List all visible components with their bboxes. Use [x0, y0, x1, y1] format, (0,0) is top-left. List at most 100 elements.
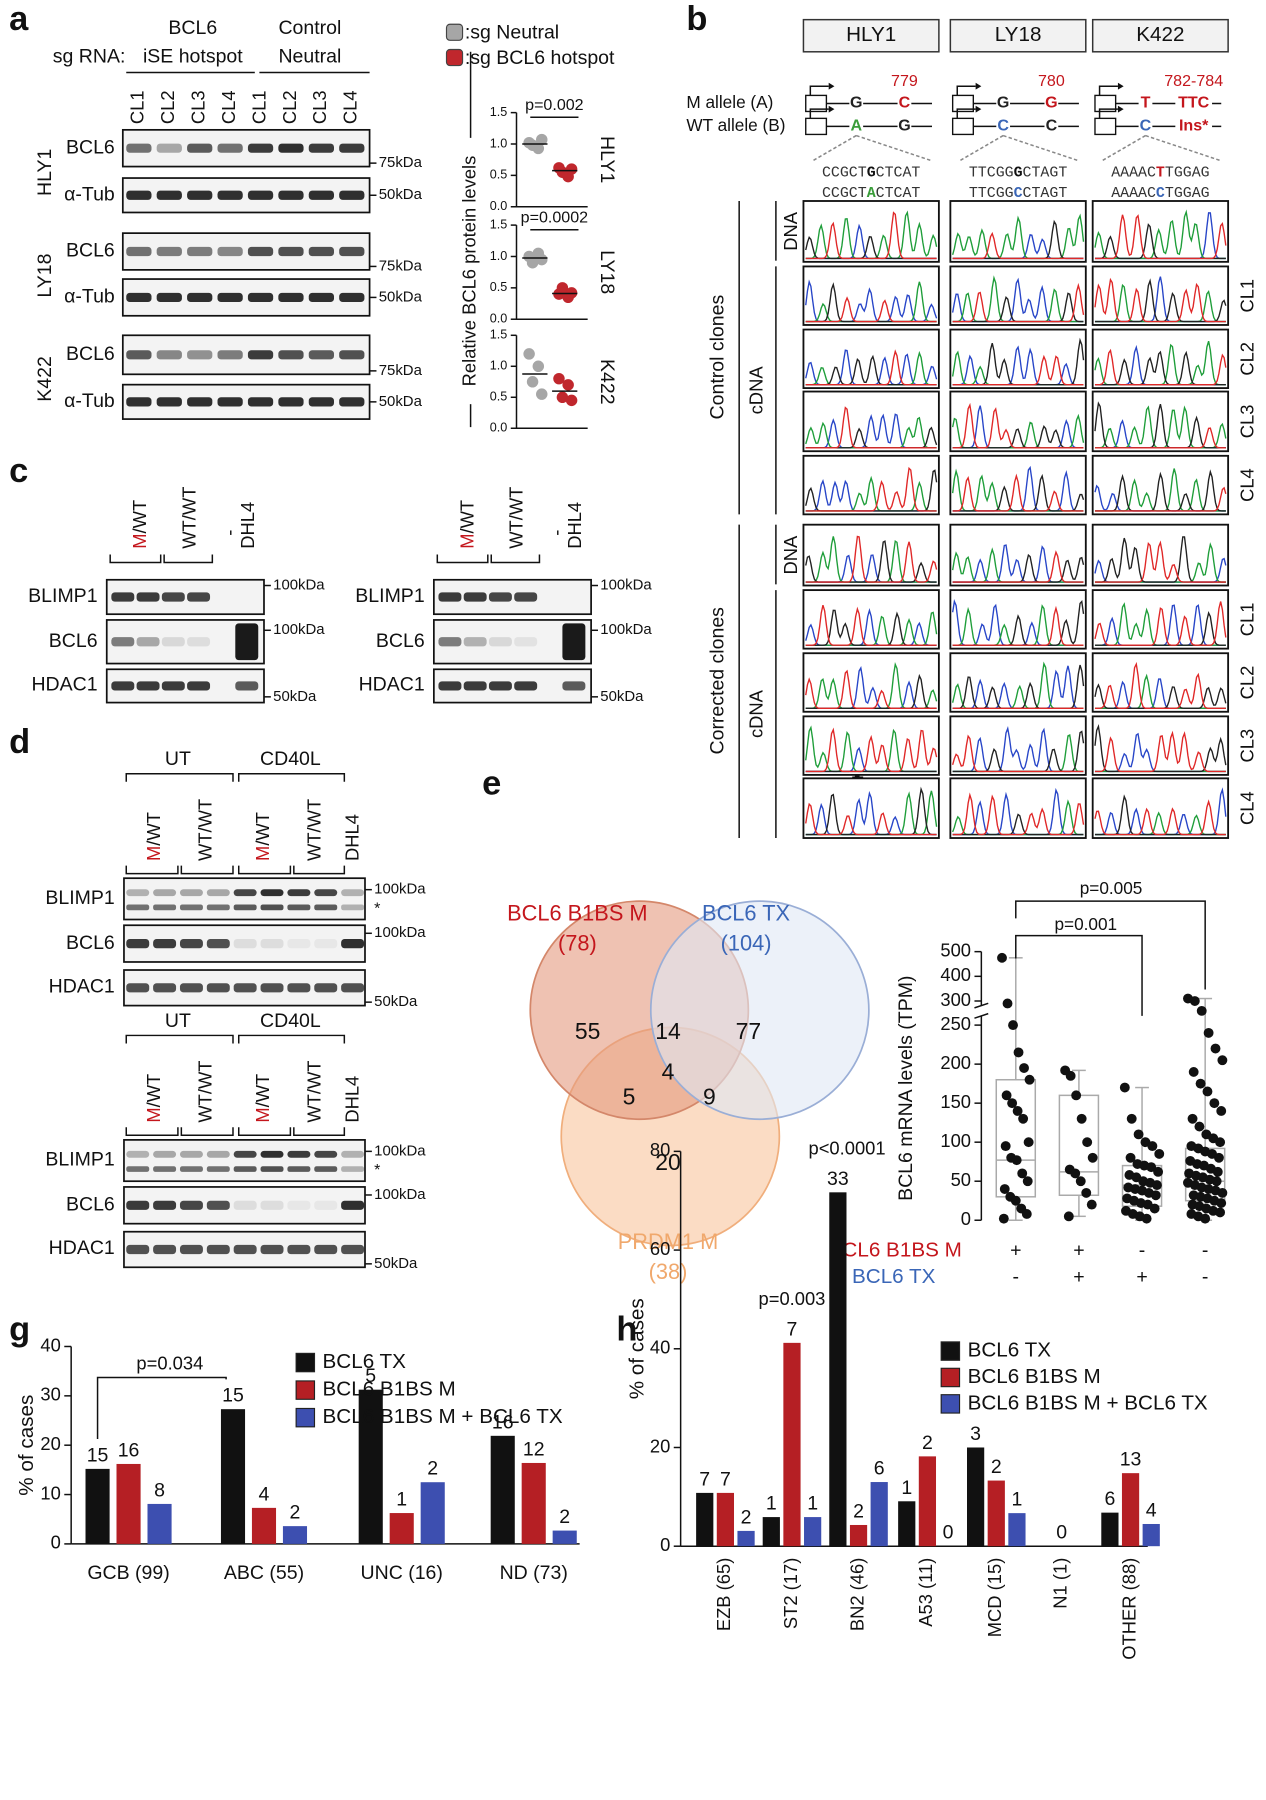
chromatogram-frame [949, 265, 1087, 326]
genotype-label: WT/WT [303, 799, 324, 861]
trace [1094, 348, 1227, 386]
legend-swatch [295, 1352, 316, 1373]
dot [1007, 1098, 1018, 1109]
y-tick-label: 20 [650, 1435, 670, 1456]
protein-label: HDAC1 [49, 975, 115, 997]
genotype-part: M [143, 846, 164, 861]
dot [1125, 1152, 1136, 1163]
chromatogram-frame [802, 454, 940, 516]
trace [951, 734, 1084, 773]
band [463, 681, 487, 691]
bar [1121, 1473, 1140, 1547]
count-label: 0 [1056, 1522, 1067, 1544]
x-tick-label: MCD (15) [984, 1558, 1005, 1638]
sequence-part: AAAAC [1111, 165, 1156, 181]
band [206, 904, 230, 911]
arrowhead [975, 82, 982, 90]
sequence-part: TTCGG [969, 165, 1014, 181]
dot [997, 952, 1007, 963]
band [206, 1150, 230, 1158]
base-label: A [850, 117, 862, 135]
x-tick-label: OTHER (88) [1118, 1558, 1139, 1660]
dot [1081, 1187, 1092, 1198]
band [339, 397, 365, 407]
band [308, 397, 335, 407]
group-label: Corrected clones [707, 607, 729, 755]
sequence-part: T [1156, 165, 1165, 181]
base-label: C [1046, 117, 1058, 135]
dot [1126, 1113, 1137, 1124]
band [260, 1244, 284, 1255]
dot [1013, 1047, 1024, 1058]
dot [1087, 1152, 1098, 1163]
band [136, 637, 160, 647]
set-name: BCL6 B1BS M [507, 901, 648, 926]
band [126, 889, 150, 897]
label: BCL6 [168, 17, 217, 39]
band [339, 246, 365, 257]
bar [898, 1501, 916, 1547]
cell-line-label: HLY1 [34, 149, 56, 196]
sequence-part: G [867, 165, 876, 181]
treatment-label: CD40L [260, 748, 321, 770]
band [217, 292, 243, 303]
sequence-part: G [1014, 165, 1023, 181]
band [156, 190, 182, 200]
header-box [802, 18, 940, 53]
set-name: BCL6 TX [702, 901, 791, 926]
clone-label: CL3 [1237, 405, 1258, 439]
sequence-part: CCGCT [822, 186, 867, 202]
sample-type: cDNA [745, 366, 766, 415]
band [179, 1200, 203, 1210]
dot [1021, 1209, 1032, 1219]
base-label: C [997, 117, 1009, 135]
band [233, 1200, 257, 1210]
count-label: 4 [259, 1483, 270, 1505]
y-tick-label: 80 [650, 1139, 670, 1160]
band [126, 1200, 150, 1210]
y-tick-label: 20 [40, 1433, 60, 1454]
count-label: 12 [523, 1438, 545, 1460]
dot [565, 163, 578, 175]
band [260, 1150, 284, 1158]
bracket [109, 554, 214, 564]
band [235, 681, 259, 691]
count-label: 7 [699, 1468, 710, 1490]
venn-circle [649, 900, 870, 1121]
sequence-part: CTAGT [1023, 165, 1068, 181]
p-value: p=0.003 [759, 1288, 826, 1309]
sequence-part: TGGAG [1165, 186, 1210, 202]
dot [999, 1184, 1010, 1194]
band [233, 939, 257, 949]
genotype-label: M/WT [143, 812, 164, 861]
band [126, 939, 150, 949]
set-count: (38) [649, 1259, 688, 1284]
chromatogram-frame [949, 589, 1087, 650]
blot [123, 1186, 366, 1225]
genotype-part: /WT [129, 500, 150, 534]
dot [1011, 1155, 1022, 1166]
legend-label: BCL6 B1BS M + BCL6 TX [323, 1405, 563, 1428]
position-label: 780 [1038, 72, 1065, 90]
dot [536, 133, 548, 146]
legend-swatch [295, 1407, 316, 1428]
lane-label: DHL4 [341, 814, 362, 861]
genotype-label: M/WT [252, 812, 273, 861]
genotype-part: WT/WT [194, 1060, 215, 1122]
sequence: AAAACCTGGAG [1111, 186, 1209, 202]
band [126, 983, 150, 993]
marker-label: 75kDa [379, 154, 423, 171]
dot [1063, 1211, 1074, 1222]
genotype-part: WT/WT [178, 487, 199, 549]
panel-letter: d [9, 723, 30, 761]
dot [1216, 1198, 1227, 1208]
p-value: p=0.005 [1080, 878, 1143, 898]
bar [389, 1513, 414, 1544]
trace [952, 402, 1084, 449]
count-label: 2 [853, 1501, 864, 1523]
sequence-part: CCGCT [822, 165, 867, 181]
dot [1001, 1090, 1012, 1101]
genotype-part: /WT [252, 1074, 273, 1108]
dot [1188, 1067, 1199, 1077]
